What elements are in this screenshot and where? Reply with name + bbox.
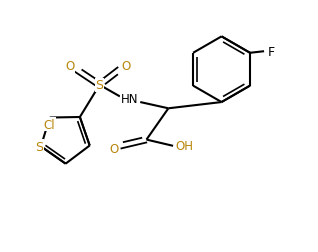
- Text: OH: OH: [175, 140, 193, 153]
- Text: S: S: [96, 79, 104, 92]
- Text: O: O: [65, 60, 74, 73]
- Text: HN: HN: [121, 93, 138, 106]
- Text: S: S: [35, 140, 43, 153]
- Text: O: O: [121, 60, 131, 73]
- Text: F: F: [267, 46, 274, 58]
- Text: Cl: Cl: [43, 118, 55, 131]
- Text: O: O: [109, 143, 118, 156]
